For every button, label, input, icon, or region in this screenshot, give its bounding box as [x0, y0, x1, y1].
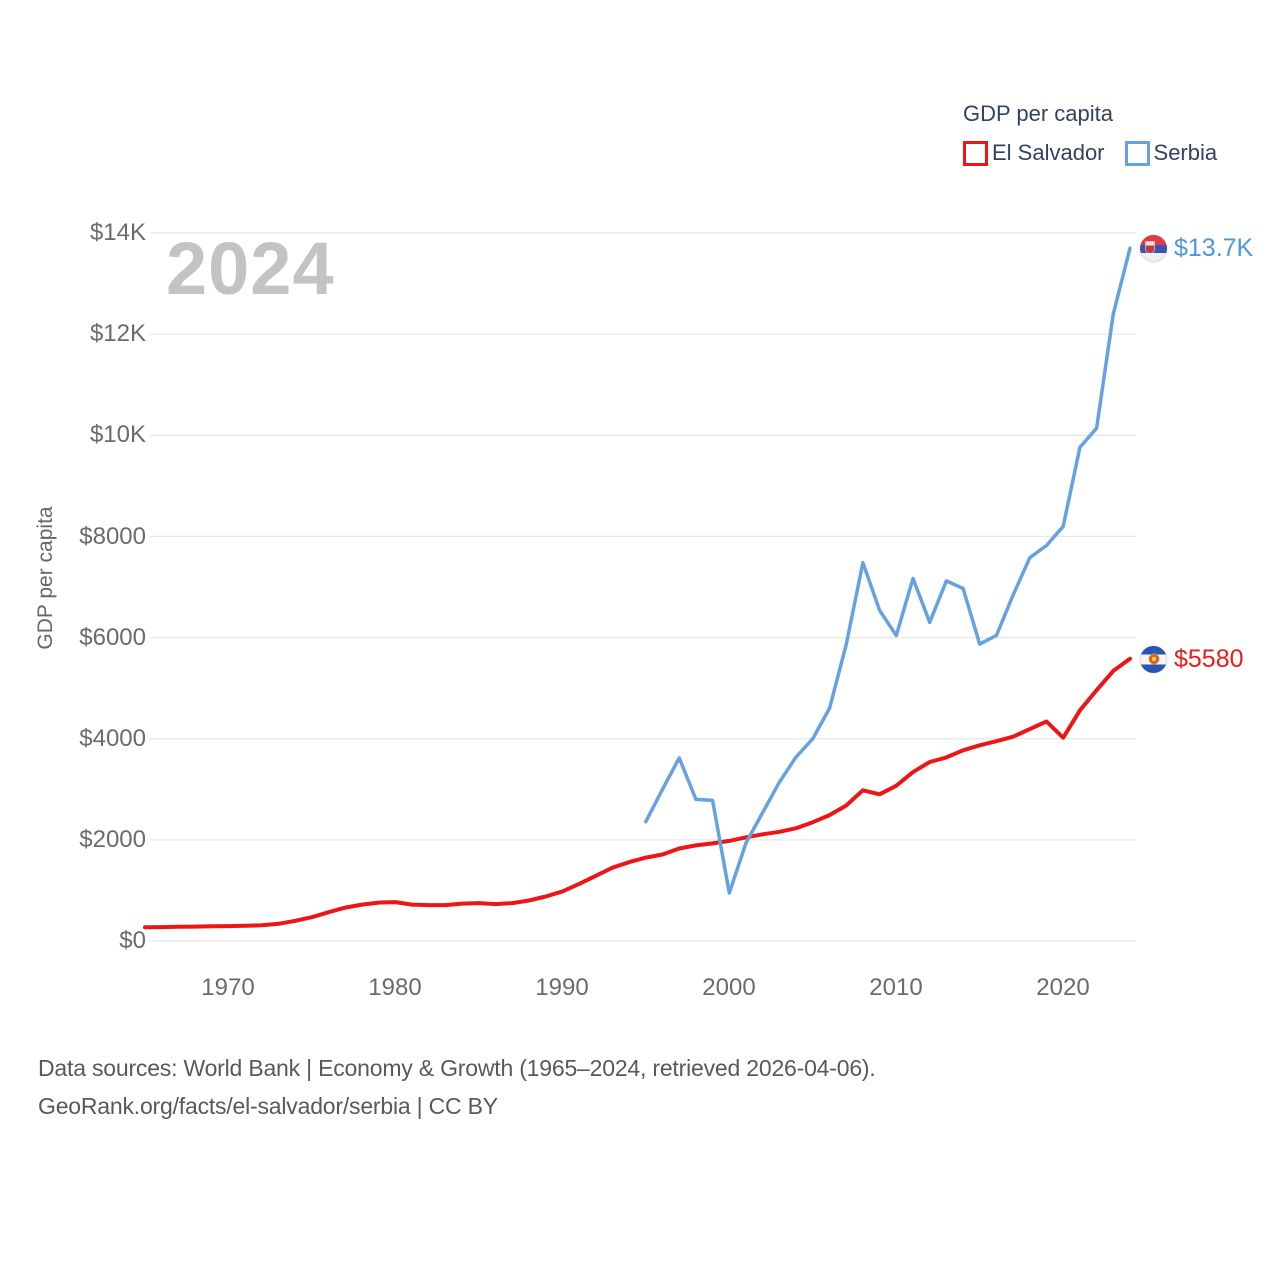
- y-tick-2000: $2000: [79, 826, 146, 853]
- el-salvador-value-label: $5580: [1174, 644, 1244, 673]
- x-tick-1980: 1980: [368, 974, 422, 1001]
- el-salvador-end-label: $5580: [1140, 645, 1244, 673]
- x-tick-1990: 1990: [535, 974, 589, 1001]
- x-tick-2000: 2000: [702, 974, 756, 1001]
- el-salvador-flag-icon: [1140, 645, 1167, 673]
- legend: GDP per capita El Salvador Serbia: [963, 100, 1253, 166]
- y-tick-12k: $12K: [89, 320, 146, 347]
- y-tick-4000: $4000: [79, 725, 146, 752]
- legend-items: El Salvador Serbia: [963, 140, 1253, 166]
- y-tick-14k: $14K: [89, 219, 146, 246]
- legend-title: GDP per capita: [963, 101, 1114, 126]
- serbia-end-label: $13.7K: [1140, 234, 1253, 262]
- x-tick-1970: 1970: [201, 974, 255, 1001]
- x-tick-2020: 2020: [1036, 974, 1090, 1001]
- el-salvador-line: [143, 656, 1132, 930]
- legend-item-serbia[interactable]: Serbia: [1153, 140, 1218, 165]
- y-tick-10k: $10K: [89, 421, 146, 448]
- el-salvador-swatch-icon[interactable]: [963, 140, 988, 166]
- y-tick-8000: $8000: [79, 523, 146, 550]
- legend-item-el-salvador[interactable]: El Salvador: [992, 140, 1105, 165]
- data-sources-line: Data sources: World Bank | Economy & Gro…: [38, 1055, 876, 1081]
- serbia-line: [644, 246, 1132, 895]
- y-tick-0: $0: [119, 927, 146, 954]
- serbia-swatch-icon[interactable]: [1124, 140, 1150, 166]
- x-tick-2010: 2010: [869, 974, 923, 1001]
- serbia-value-label: $13.7K: [1174, 233, 1254, 262]
- footer: Data sources: World Bank | Economy & Gro…: [38, 1049, 876, 1125]
- serbia-flag-icon: [1140, 234, 1167, 262]
- year-watermark: 2024: [166, 227, 335, 310]
- attribution-line: GeoRank.org/facts/el-salvador/serbia | C…: [38, 1093, 498, 1119]
- y-tick-6000: $6000: [79, 624, 146, 651]
